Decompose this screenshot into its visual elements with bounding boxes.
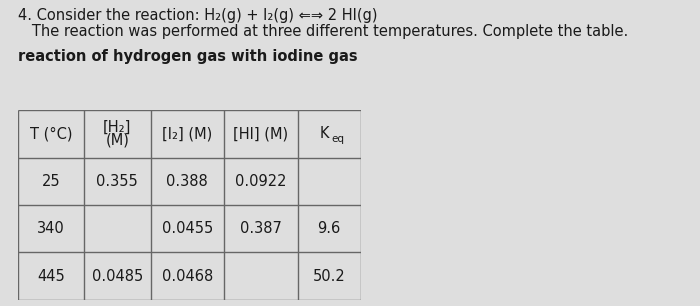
Text: 0.0922: 0.0922: [235, 174, 286, 189]
Text: 0.0455: 0.0455: [162, 221, 213, 236]
Text: 0.0485: 0.0485: [92, 269, 143, 284]
Text: reaction of hydrogen gas with iodine gas: reaction of hydrogen gas with iodine gas: [18, 49, 357, 64]
Text: 0.387: 0.387: [240, 221, 281, 236]
Text: 445: 445: [37, 269, 64, 284]
Text: 4. Consider the reaction: H₂(g) + I₂(g) ⇐⇒ 2 HI(g): 4. Consider the reaction: H₂(g) + I₂(g) …: [18, 8, 377, 23]
Text: (M): (M): [105, 132, 130, 147]
Text: [I₂] (M): [I₂] (M): [162, 126, 212, 141]
Text: 0.355: 0.355: [97, 174, 138, 189]
Text: eq: eq: [331, 134, 344, 144]
Text: T (°C): T (°C): [29, 126, 72, 141]
Text: [H₂]: [H₂]: [103, 120, 132, 135]
Text: The reaction was performed at three different temperatures. Complete the table.: The reaction was performed at three diff…: [18, 24, 628, 39]
Text: 25: 25: [41, 174, 60, 189]
Text: K: K: [320, 126, 330, 141]
Text: 340: 340: [37, 221, 64, 236]
Text: 9.6: 9.6: [317, 221, 341, 236]
Text: [HI] (M): [HI] (M): [233, 126, 288, 141]
Text: 0.388: 0.388: [167, 174, 208, 189]
Text: 0.0468: 0.0468: [162, 269, 213, 284]
Text: 50.2: 50.2: [313, 269, 345, 284]
